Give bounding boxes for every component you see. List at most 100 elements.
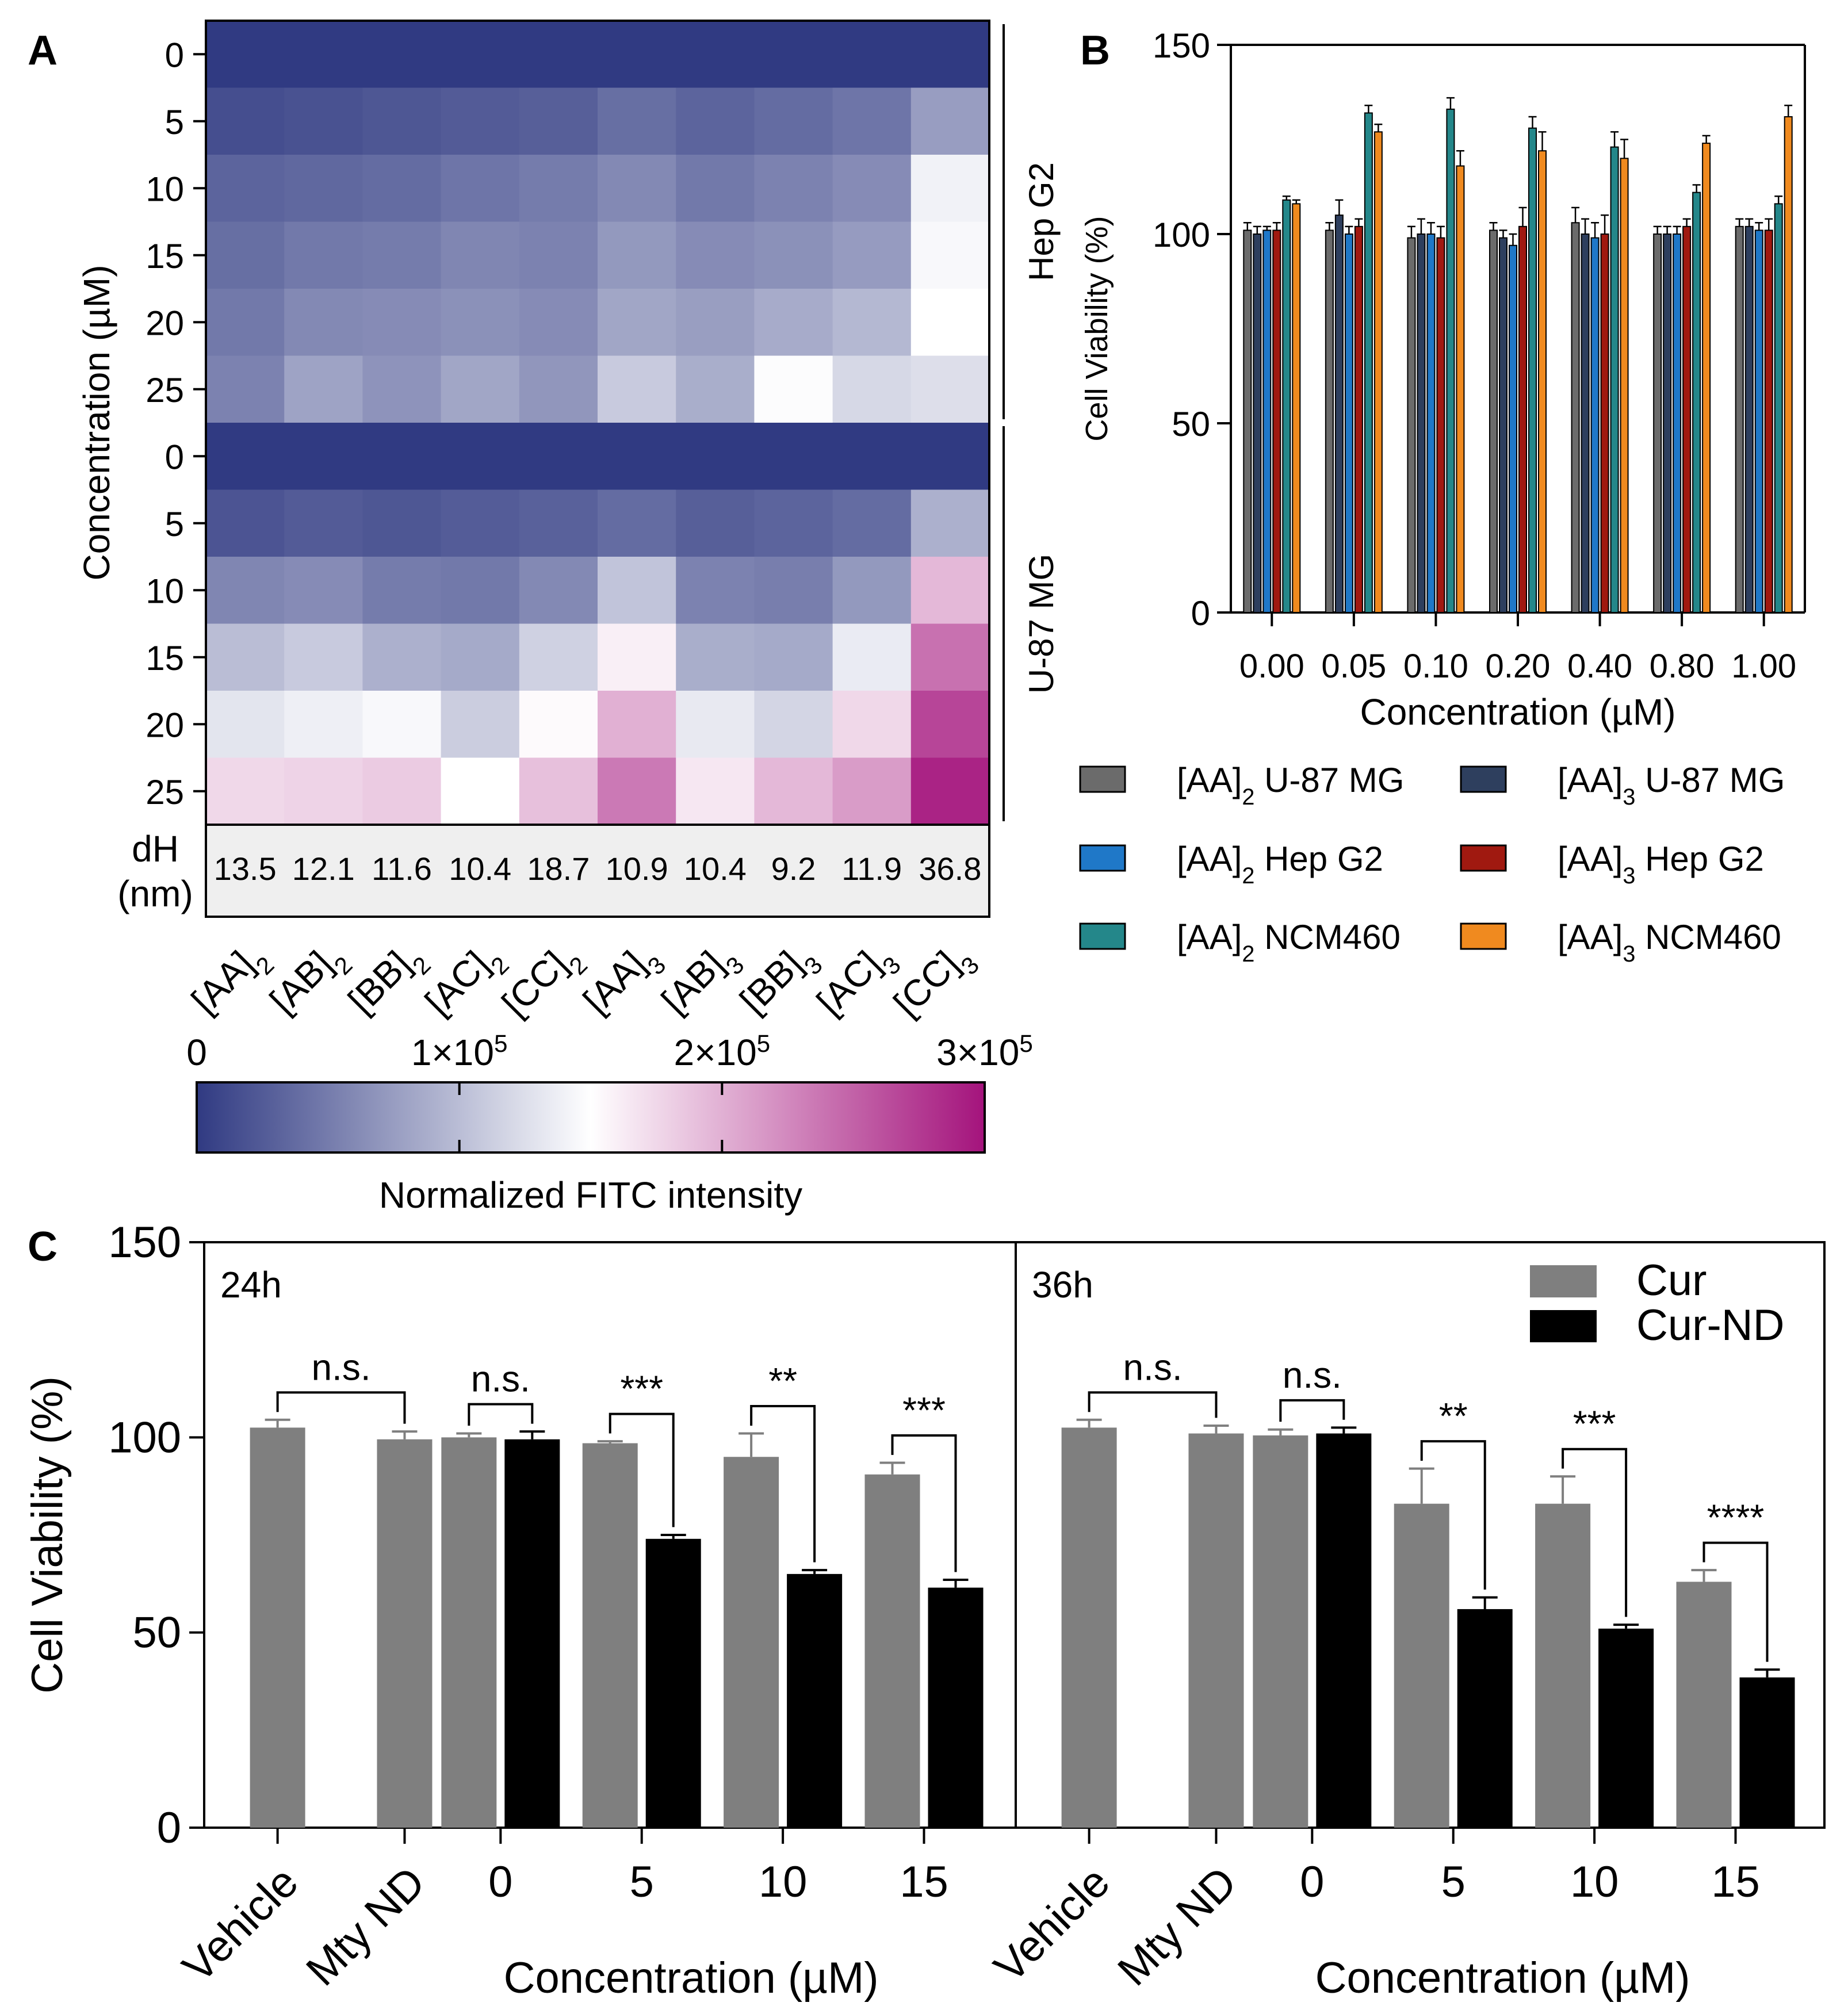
legend-label-part: U-87 MG bbox=[1254, 761, 1404, 799]
heatmap-cell bbox=[519, 691, 598, 759]
heatmap-cell bbox=[676, 757, 755, 825]
panel-label-a: A bbox=[28, 28, 58, 74]
heatmap-cell bbox=[284, 557, 363, 625]
heatmap-cell bbox=[441, 623, 520, 691]
column-label-part: [CC] bbox=[494, 943, 575, 1024]
bar bbox=[1489, 229, 1498, 614]
bar bbox=[1446, 108, 1455, 614]
heatmap-cell bbox=[206, 87, 285, 155]
legend-label: [AA]2 U-87 MG bbox=[1177, 761, 1404, 810]
bar bbox=[1325, 229, 1334, 614]
y-tick-label: 0 bbox=[1191, 594, 1210, 633]
bar bbox=[1334, 215, 1344, 614]
panel-a-heatmap: 0 5 10 15 20 25 Hep G2 0 5 10 15 20 25 U-87 MG Concent… bbox=[76, 20, 1061, 1216]
heatmap-cell bbox=[284, 21, 363, 89]
heatmap-cell bbox=[676, 289, 755, 357]
bar bbox=[1509, 244, 1517, 613]
bar bbox=[582, 1443, 638, 1828]
heatmap-cell bbox=[519, 489, 598, 557]
legend-swatch-cur-nd bbox=[1530, 1310, 1597, 1342]
heatmap-cell bbox=[362, 155, 442, 223]
heatmap-cell bbox=[676, 557, 755, 625]
row-tick-label: 10 bbox=[146, 170, 184, 208]
x-tick-label: 0.10 bbox=[1403, 648, 1468, 685]
y-tick-label: 150 bbox=[1153, 26, 1210, 65]
heatmap-cell bbox=[754, 155, 833, 223]
legend-label-part: U-87 MG bbox=[1635, 761, 1785, 799]
x-tick-label: 15 bbox=[1711, 1858, 1760, 1906]
significance-bracket bbox=[1702, 1541, 1769, 1662]
bar bbox=[1676, 1582, 1732, 1828]
column-label: [AC]2 bbox=[417, 933, 514, 1031]
significance-label: *** bbox=[620, 1368, 663, 1410]
legend-label: [AA]3 NCM460 bbox=[1558, 918, 1781, 967]
row-tick-label: 25 bbox=[146, 371, 184, 409]
dh-value: 36.8 bbox=[919, 851, 981, 887]
heatmap-cell bbox=[206, 21, 285, 89]
heatmap-cell bbox=[519, 155, 598, 223]
group-label-1: U-87 MG bbox=[1022, 554, 1061, 694]
column-label-part: [BB] bbox=[732, 943, 810, 1021]
heatmap-cell bbox=[441, 557, 520, 625]
heatmap-cell bbox=[284, 489, 363, 557]
dh-value: 18.7 bbox=[527, 851, 590, 887]
legend-label-part: [AA] bbox=[1177, 840, 1242, 878]
heatmap-cell bbox=[910, 757, 990, 825]
bar bbox=[928, 1587, 984, 1828]
heatmap-cell bbox=[676, 691, 755, 759]
heatmap-cell bbox=[519, 221, 598, 289]
bar bbox=[1272, 229, 1281, 614]
heatmap-cell bbox=[598, 557, 676, 625]
heatmap-cell bbox=[362, 623, 442, 691]
heatmap-cell bbox=[832, 355, 912, 423]
plot-frame bbox=[203, 1241, 1826, 1829]
heatmap-cell bbox=[441, 489, 520, 557]
x-tick-label: 0.20 bbox=[1486, 648, 1551, 685]
bar bbox=[1744, 225, 1754, 613]
significance-label: ** bbox=[768, 1360, 797, 1402]
heatmap-cell bbox=[598, 757, 676, 825]
heatmap-cell bbox=[754, 557, 833, 625]
heatmap-cell bbox=[676, 221, 755, 289]
y-tick-label: 100 bbox=[108, 1413, 181, 1462]
significance-bracket bbox=[750, 1405, 816, 1563]
heatmap-cell bbox=[441, 423, 520, 491]
heatmap-cell bbox=[519, 623, 598, 691]
row-tick-label: 0 bbox=[165, 36, 184, 74]
bar bbox=[1426, 233, 1436, 613]
significance-bracket bbox=[1088, 1391, 1218, 1418]
heatmap-cell bbox=[284, 355, 363, 423]
colorbar-label: Normalized FITC intensity bbox=[379, 1174, 802, 1216]
colorbar-tick-label-part: 0 bbox=[186, 1032, 207, 1073]
heatmap-cell bbox=[598, 355, 676, 423]
bar bbox=[1735, 225, 1744, 613]
bar bbox=[1764, 229, 1773, 614]
dh-value: 11.6 bbox=[372, 851, 432, 887]
heatmap-cell bbox=[910, 623, 990, 691]
heatmap-cell bbox=[832, 557, 912, 625]
bar bbox=[1456, 165, 1465, 613]
heatmap-cell bbox=[910, 155, 990, 223]
legend-label-part: [AA] bbox=[1558, 918, 1623, 956]
heatmap-cell bbox=[284, 691, 363, 759]
column-label: [AB]3 bbox=[653, 933, 749, 1029]
significance-bracket bbox=[468, 1403, 534, 1426]
column-label: [AC]3 bbox=[809, 933, 906, 1031]
dh-value: 12.1 bbox=[292, 851, 355, 887]
heatmap-cell bbox=[362, 221, 442, 289]
heatmap-cell bbox=[362, 289, 442, 357]
heatmap-cell bbox=[206, 757, 285, 825]
x-tick-label: 0.00 bbox=[1239, 648, 1304, 685]
bar bbox=[1610, 146, 1619, 614]
bar bbox=[1590, 237, 1600, 613]
heatmap-cell bbox=[676, 155, 755, 223]
bar bbox=[1061, 1427, 1117, 1828]
bar bbox=[1282, 199, 1291, 613]
bar bbox=[1581, 233, 1590, 613]
heatmap-cell bbox=[441, 355, 520, 423]
significance-bracket bbox=[1420, 1440, 1486, 1590]
panel-label-c: C bbox=[28, 1224, 58, 1270]
dh-value: 10.9 bbox=[606, 851, 668, 887]
dh-value: 13.5 bbox=[214, 851, 277, 887]
